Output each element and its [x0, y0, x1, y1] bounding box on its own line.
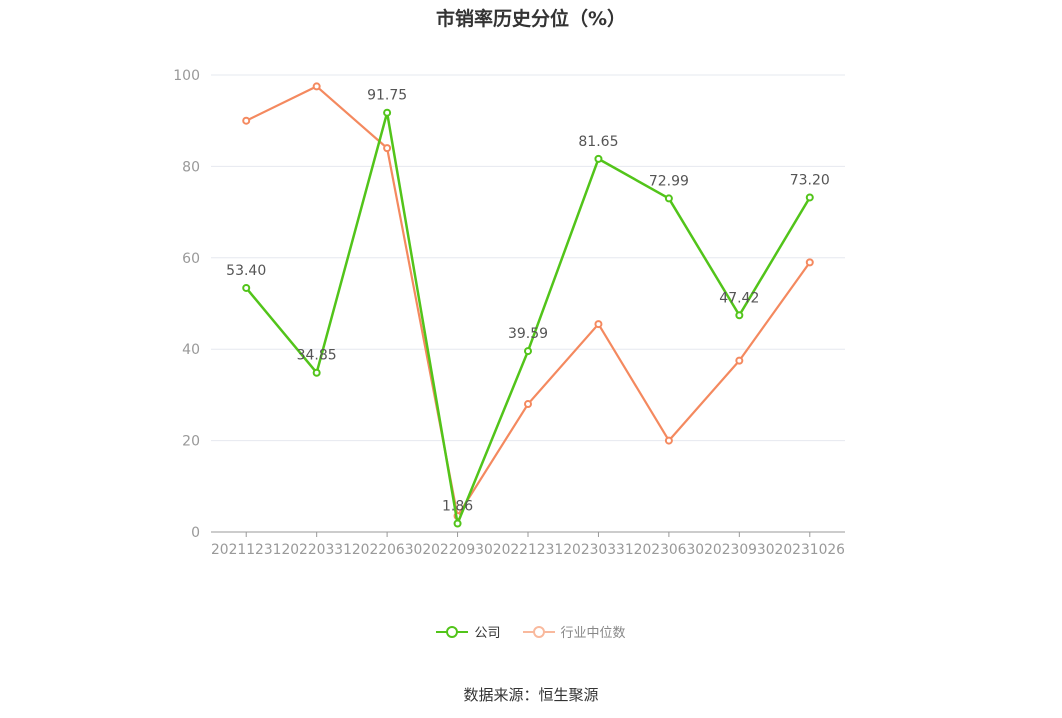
data-point-company	[453, 519, 462, 528]
y-tick-label: 100	[173, 68, 200, 84]
y-tick-label: 60	[182, 251, 200, 267]
x-tick-label: 20230630	[634, 542, 704, 558]
data-point-company	[524, 347, 532, 356]
data-point-company	[594, 154, 603, 163]
data-point-industry-median	[242, 116, 251, 125]
data-point-industry-median	[594, 320, 603, 329]
data-point-industry-median	[312, 82, 321, 91]
data-point-company	[805, 193, 814, 202]
series-line-company	[245, 111, 811, 525]
data-point-industry-median	[383, 144, 392, 153]
data-label: 47.42	[719, 290, 759, 306]
legend-label-industry-median: 行业中位数	[560, 626, 626, 641]
legend-marker-company-icon	[436, 625, 469, 638]
x-tick-label: 20211231	[211, 542, 281, 558]
x-tick-label: 20230930	[704, 542, 774, 558]
data-label: 72.99	[649, 173, 689, 189]
y-axis: 0 20 40 60 80 100	[173, 68, 200, 541]
series-layer	[242, 82, 814, 528]
data-point-company	[664, 194, 673, 203]
data-label: 39.59	[508, 326, 548, 342]
data-point-company	[735, 311, 744, 320]
x-tick-label: 20230331	[563, 542, 633, 558]
data-labels: 53.40 34.85 91.75 1.86 39.59 81.65 72.99 47.42 7…	[226, 88, 830, 515]
data-point-industry-median	[805, 258, 814, 267]
legend-item-company[interactable]: 公司	[436, 622, 501, 641]
data-point-industry-median	[524, 400, 532, 409]
data-label: 81.65	[578, 134, 618, 150]
data-point-industry-median	[664, 436, 673, 445]
legend-label-company: 公司	[474, 626, 501, 641]
x-tick-label: 20221231	[493, 542, 563, 558]
data-point-company	[312, 368, 321, 377]
y-tick-label: 40	[182, 342, 200, 358]
legend: 公司 行业中位数	[0, 622, 1062, 641]
y-tick-label: 80	[182, 159, 200, 175]
grid-lines	[211, 74, 845, 442]
data-label: 91.75	[367, 88, 407, 104]
chart-title: 市销率历史分位（%）	[435, 8, 627, 30]
y-tick-label: 0	[191, 525, 200, 541]
data-source: 数据来源：恒生聚源	[463, 686, 599, 704]
data-label: 1.86	[442, 498, 473, 514]
data-point-company	[383, 108, 392, 117]
legend-item-industry-median[interactable]: 行业中位数	[522, 622, 626, 641]
x-tick-label: 20220630	[352, 542, 422, 558]
data-label: 53.40	[226, 263, 266, 279]
data-label: 73.20	[790, 172, 830, 188]
data-label: 34.85	[297, 348, 337, 364]
data-point-industry-median	[735, 356, 744, 365]
legend-marker-industry-median-icon	[522, 625, 555, 638]
x-tick-label: 20231026	[775, 542, 846, 558]
y-tick-label: 20	[182, 434, 200, 450]
x-tick-label: 20220930	[422, 542, 492, 558]
x-axis: 20211231 20220331 20220630 20220930 20221231…	[211, 531, 846, 558]
data-point-company	[242, 283, 251, 292]
x-tick-label: 20220331	[281, 542, 351, 558]
